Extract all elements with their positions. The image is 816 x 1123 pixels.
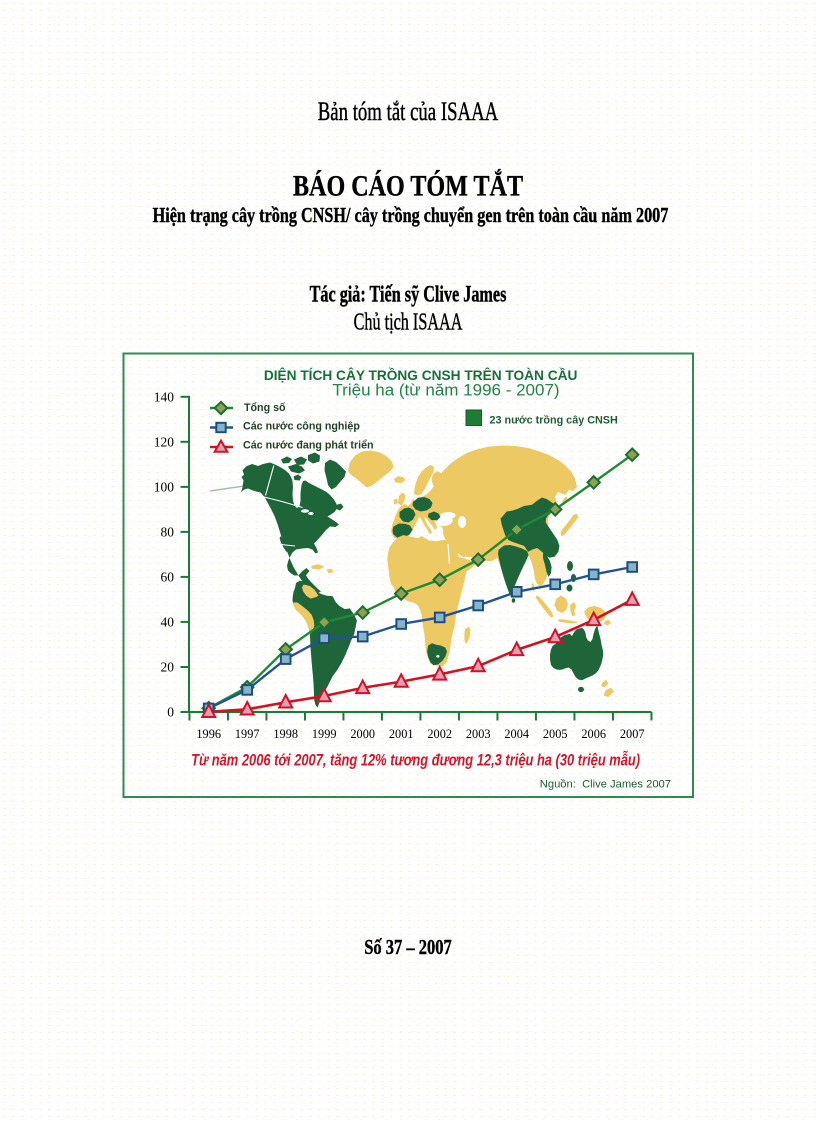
svg-text:2007: 2007 — [620, 727, 645, 741]
svg-text:Các nước đang phát triển: Các nước đang phát triển — [243, 440, 374, 452]
svg-text:1998: 1998 — [273, 727, 298, 741]
svg-text:Các nước công nghiệp: Các nước công nghiệp — [243, 421, 360, 433]
svg-text:60: 60 — [161, 570, 175, 585]
svg-text:Tổng số: Tổng số — [244, 402, 286, 414]
svg-text:2003: 2003 — [466, 727, 491, 741]
svg-text:2001: 2001 — [389, 727, 414, 741]
svg-text:40: 40 — [161, 615, 175, 630]
svg-text:1997: 1997 — [235, 727, 260, 741]
svg-text:DIỆN TÍCH CÂY TRỒNG CNSH TRÊN: DIỆN TÍCH CÂY TRỒNG CNSH TRÊN TOÀN CẦU — [264, 368, 578, 383]
svg-text:1999: 1999 — [312, 727, 337, 741]
svg-text:2005: 2005 — [543, 727, 568, 741]
svg-text:0: 0 — [167, 705, 174, 720]
svg-text:2000: 2000 — [350, 727, 375, 741]
svg-text:Từ năm 2006 tới 2007, tăng 12%: Từ năm 2006 tới 2007, tăng 12% tương đươ… — [191, 751, 640, 770]
svg-text:23 nước trồng cây CNSH: 23 nước trồng cây CNSH — [490, 414, 618, 426]
svg-text:Triệu ha (từ năm 1996 - 2007): Triệu ha (từ năm 1996 - 2007) — [332, 381, 559, 400]
svg-text:2004: 2004 — [504, 727, 529, 741]
svg-text:1996: 1996 — [196, 727, 221, 741]
svg-text:140: 140 — [154, 390, 175, 405]
svg-text:120: 120 — [154, 435, 175, 450]
svg-text:Nguồn: Clive James 2007: Nguồn: Clive James 2007 — [540, 779, 671, 791]
svg-text:20: 20 — [161, 660, 175, 675]
svg-text:100: 100 — [154, 480, 175, 495]
svg-text:80: 80 — [161, 525, 175, 540]
svg-text:2006: 2006 — [581, 727, 606, 741]
svg-text:2002: 2002 — [427, 727, 452, 741]
